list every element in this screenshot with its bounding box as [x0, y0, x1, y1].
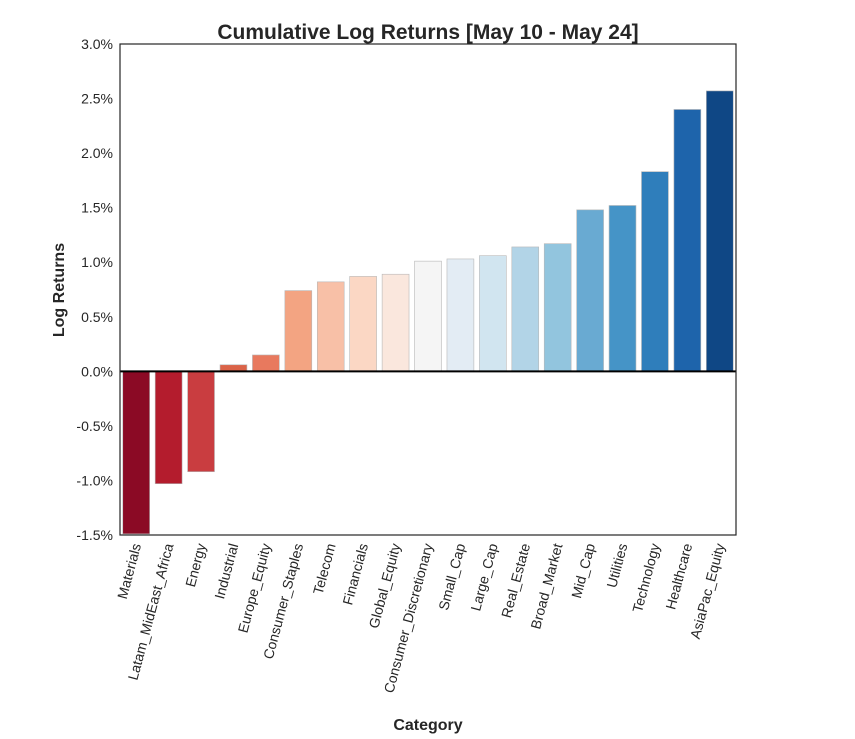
x-tick-label: Energy	[182, 542, 209, 589]
y-tick-label: 0.5%	[81, 309, 113, 325]
x-tick-label: Mid_Cap	[568, 541, 598, 599]
bar-energy	[187, 371, 215, 473]
x-tick-label: Healthcare	[662, 541, 695, 611]
x-tick-label: AsiaPac_Equity	[687, 542, 728, 641]
x-tick-label: Telecom	[310, 542, 339, 597]
bar-consumer-discretionary	[414, 260, 442, 372]
y-tick-label: 1.0%	[81, 254, 113, 270]
bar-financials	[349, 276, 377, 372]
bar-asiapac-equity	[706, 90, 734, 372]
x-tick-label: Europe_Equity	[235, 542, 274, 635]
bar-small-cap	[446, 258, 475, 372]
bar-consumer-staples	[284, 290, 313, 372]
x-tick-label: Financials	[339, 542, 371, 607]
x-tick-label: Broad_Market	[527, 542, 565, 631]
y-axis-label: Log Returns	[51, 243, 68, 337]
x-tick-label: Industrial	[211, 542, 241, 601]
x-tick-label: Technology	[629, 542, 663, 615]
x-tick-label: Large_Cap	[467, 541, 500, 612]
bar-healthcare	[673, 109, 702, 372]
bar-technology	[641, 171, 669, 372]
x-axis-label: Category	[393, 717, 462, 734]
bar-utilities	[608, 205, 637, 372]
bar-telecom	[316, 281, 345, 372]
y-tick-label: 2.5%	[81, 91, 113, 107]
y-tick-label: -1.5%	[76, 527, 113, 543]
bar-real-estate	[511, 246, 540, 372]
y-tick-label: 1.5%	[81, 200, 113, 216]
y-tick-label: 3.0%	[81, 36, 113, 52]
x-tick-label: Real_Estate	[498, 541, 533, 619]
bar-latam-mideast-africa	[154, 371, 183, 485]
y-tick-label: 2.0%	[81, 145, 113, 161]
bar-broad-market	[543, 243, 572, 372]
y-tick-label: 0.0%	[81, 363, 113, 379]
bar-mid-cap	[576, 209, 604, 372]
x-tick-label: Materials	[114, 542, 144, 601]
bar-large-cap	[479, 255, 507, 372]
bars-group	[122, 90, 734, 535]
y-tick-labels: -1.5% -1.0% -0.5% 0.0% 0.5% 1.0% 1.5% 2.0% 2.5% 3…	[76, 36, 113, 543]
y-tick-label: -0.5%	[76, 418, 113, 434]
x-tick-label: Small_Cap	[435, 541, 468, 611]
plot-frame	[119, 43, 737, 536]
bar-materials	[122, 371, 150, 535]
chart-title: Cumulative Log Returns [May 10 - May 24]	[217, 21, 638, 44]
x-tick-label: Global_Equity	[365, 542, 403, 630]
x-tick-label: Utilities	[603, 542, 630, 590]
y-tick-label: -1.0%	[76, 472, 113, 488]
bar-global-equity	[381, 273, 410, 372]
bar-europe-equity	[252, 354, 280, 372]
